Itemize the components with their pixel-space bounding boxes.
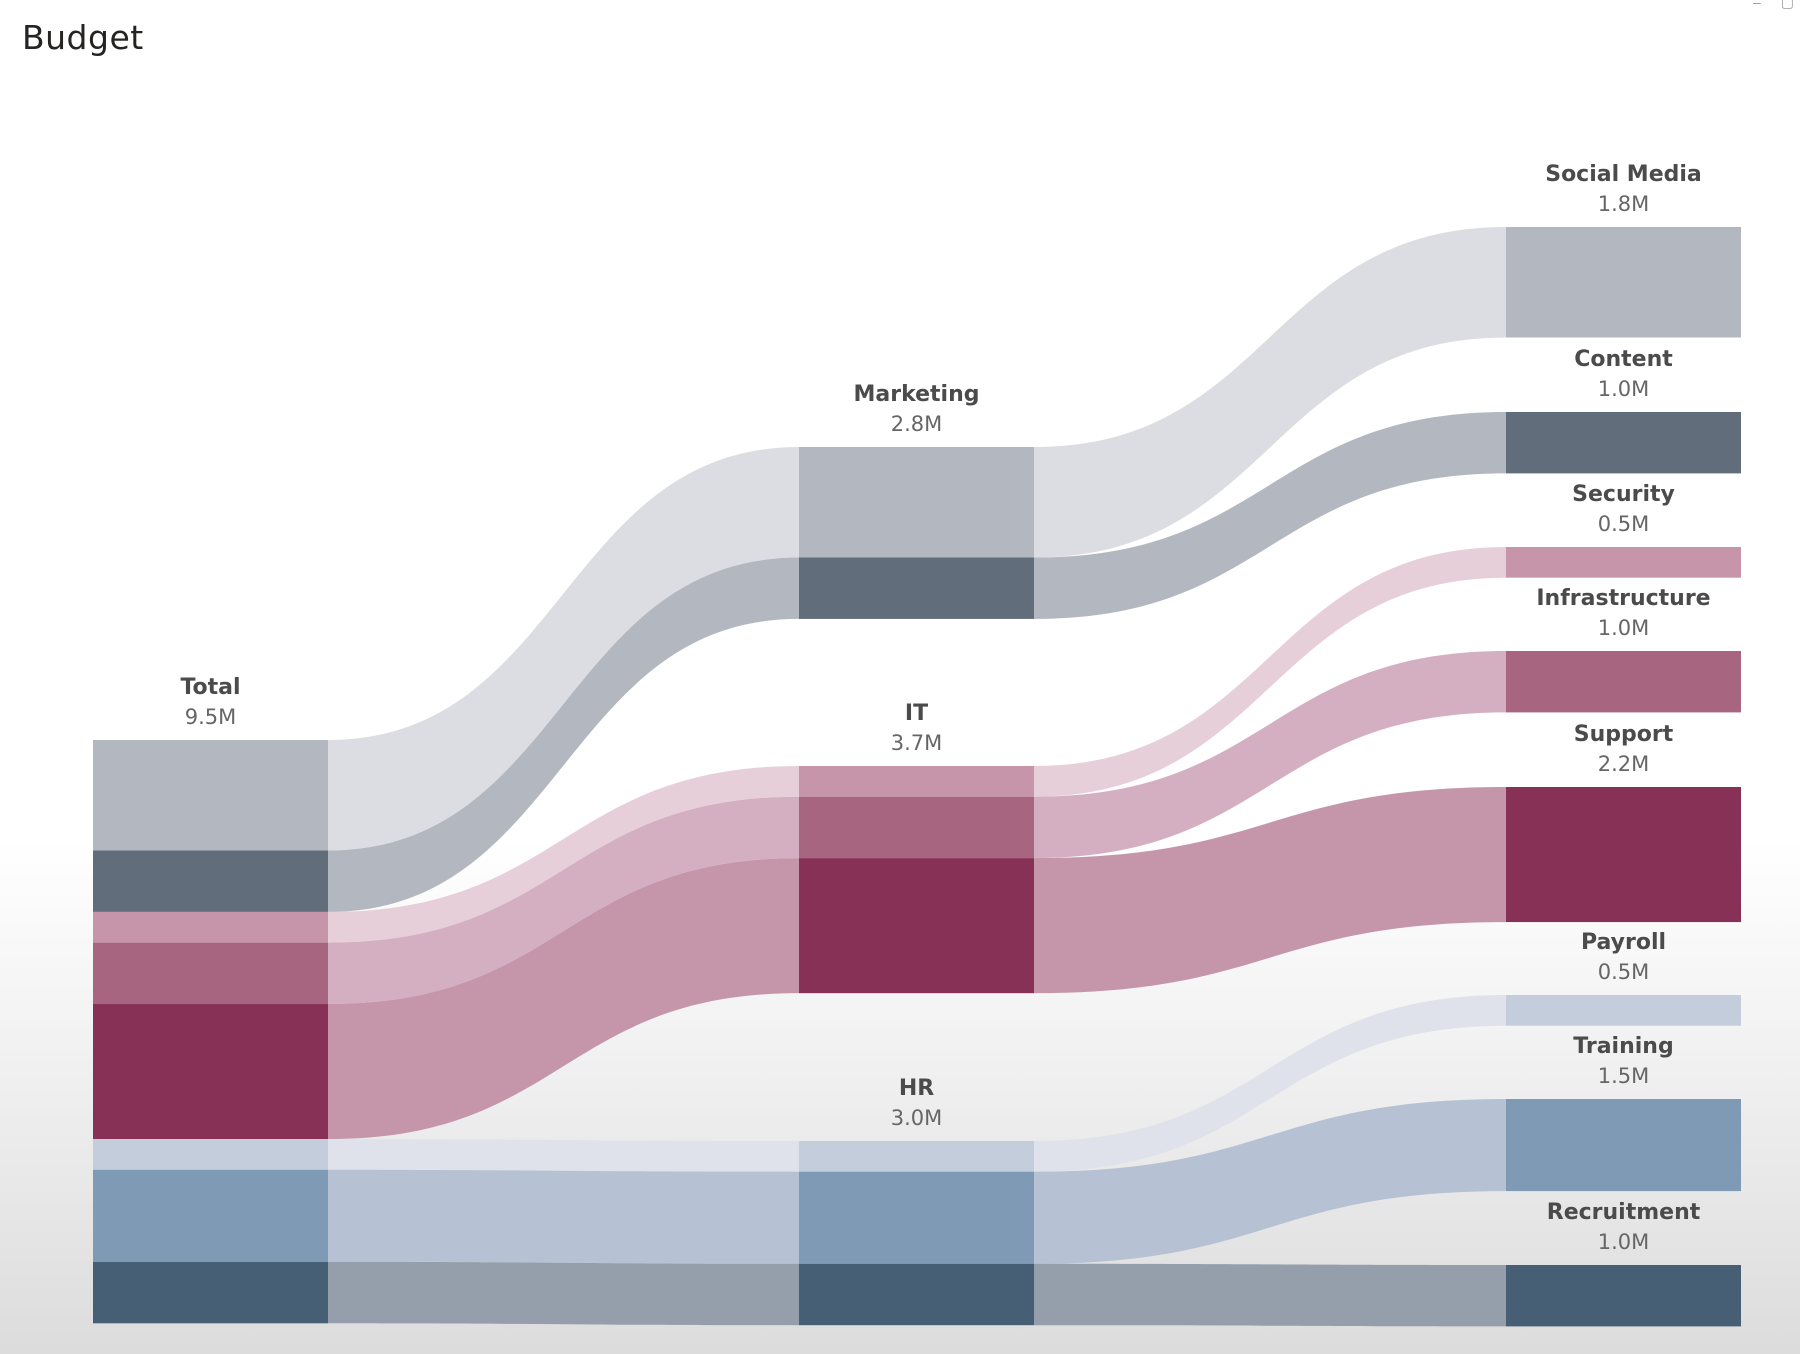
label-hr-name: HR [899,1076,934,1101]
node-marketing-segment-social_media[interactable] [799,447,1034,558]
node-total-segment-security[interactable] [93,911,328,943]
node-total-segment-support[interactable] [93,1004,328,1140]
node-payroll[interactable] [1506,995,1741,1026]
link-total-it-infrastructure[interactable] [328,796,799,1005]
node-total-segment-training[interactable] [93,1169,328,1262]
label-security-value: 0.5M [1598,512,1650,536]
link-total-hr-training[interactable] [328,1169,799,1264]
link-total-hr-payroll[interactable] [328,1139,799,1172]
link-hr-payroll[interactable] [1034,995,1506,1172]
node-layer [93,227,1741,1327]
link-it-infrastructure[interactable] [1034,651,1506,859]
label-marketing-name: Marketing [853,382,979,407]
label-recruitment-name: Recruitment [1547,1200,1701,1225]
label-hr-value: 3.0M [891,1106,943,1130]
node-recruitment[interactable] [1506,1265,1741,1327]
page-title: Budget [22,18,144,57]
node-hr-segment-recruitment[interactable] [799,1263,1034,1326]
label-security-name: Security [1572,482,1675,507]
label-it-value: 3.7M [891,731,943,755]
label-payroll-name: Payroll [1581,930,1666,955]
node-hr-segment-payroll[interactable] [799,1141,1034,1172]
link-layer [328,227,1506,1327]
label-content-value: 1.0M [1598,377,1650,401]
link-it-support[interactable] [1034,787,1506,994]
link-hr-recruitment[interactable] [1034,1263,1506,1327]
link-marketing-social_media[interactable] [1034,227,1506,558]
link-it-security[interactable] [1034,547,1506,797]
node-content[interactable] [1506,412,1741,474]
node-training[interactable] [1506,1099,1741,1192]
visual-header-controls[interactable]: – ▢ [1753,0,1794,11]
label-training-name: Training [1573,1034,1673,1059]
node-hr-segment-training[interactable] [799,1171,1034,1264]
link-hr-training[interactable] [1034,1099,1506,1264]
node-total-segment-recruitment[interactable] [93,1261,328,1324]
link-total-marketing-social_media[interactable] [328,447,799,851]
link-total-hr-recruitment[interactable] [328,1261,799,1326]
label-social_media-name: Social Media [1545,162,1702,187]
focus-mode-icon[interactable]: ▢ [1780,0,1794,10]
node-security[interactable] [1506,547,1741,578]
node-support[interactable] [1506,787,1741,923]
label-content-name: Content [1574,347,1673,372]
label-marketing-value: 2.8M [891,412,943,436]
minimize-icon[interactable]: – [1752,0,1761,10]
label-recruitment-value: 1.0M [1598,1230,1650,1254]
node-total-segment-infrastructure[interactable] [93,942,328,1005]
node-it-segment-support[interactable] [799,858,1034,994]
label-infrastructure-value: 1.0M [1598,616,1650,640]
node-infrastructure[interactable] [1506,651,1741,713]
node-total-segment-content[interactable] [93,850,328,912]
label-layer: Total 9.5M Marketing 2.8M IT 3.7M HR 3.0M Social… [180,162,1710,1254]
label-social_media-value: 1.8M [1598,192,1650,216]
node-marketing-segment-content[interactable] [799,557,1034,619]
link-marketing-content[interactable] [1034,412,1506,619]
node-total-segment-payroll[interactable] [93,1139,328,1170]
label-infrastructure-name: Infrastructure [1536,586,1710,611]
label-training-value: 1.5M [1598,1064,1650,1088]
label-payroll-value: 0.5M [1598,960,1650,984]
label-total-name: Total [180,675,240,700]
link-total-it-support[interactable] [328,858,799,1140]
node-social_media[interactable] [1506,227,1741,338]
node-it-segment-security[interactable] [799,766,1034,797]
label-it-name: IT [905,701,928,726]
label-total-value: 9.5M [185,705,237,729]
label-support-value: 2.2M [1598,752,1650,776]
label-support-name: Support [1574,722,1674,747]
link-total-marketing-content[interactable] [328,557,799,912]
link-total-it-security[interactable] [328,766,799,943]
node-total-segment-social_media[interactable] [93,740,328,851]
node-it-segment-infrastructure[interactable] [799,796,1034,859]
